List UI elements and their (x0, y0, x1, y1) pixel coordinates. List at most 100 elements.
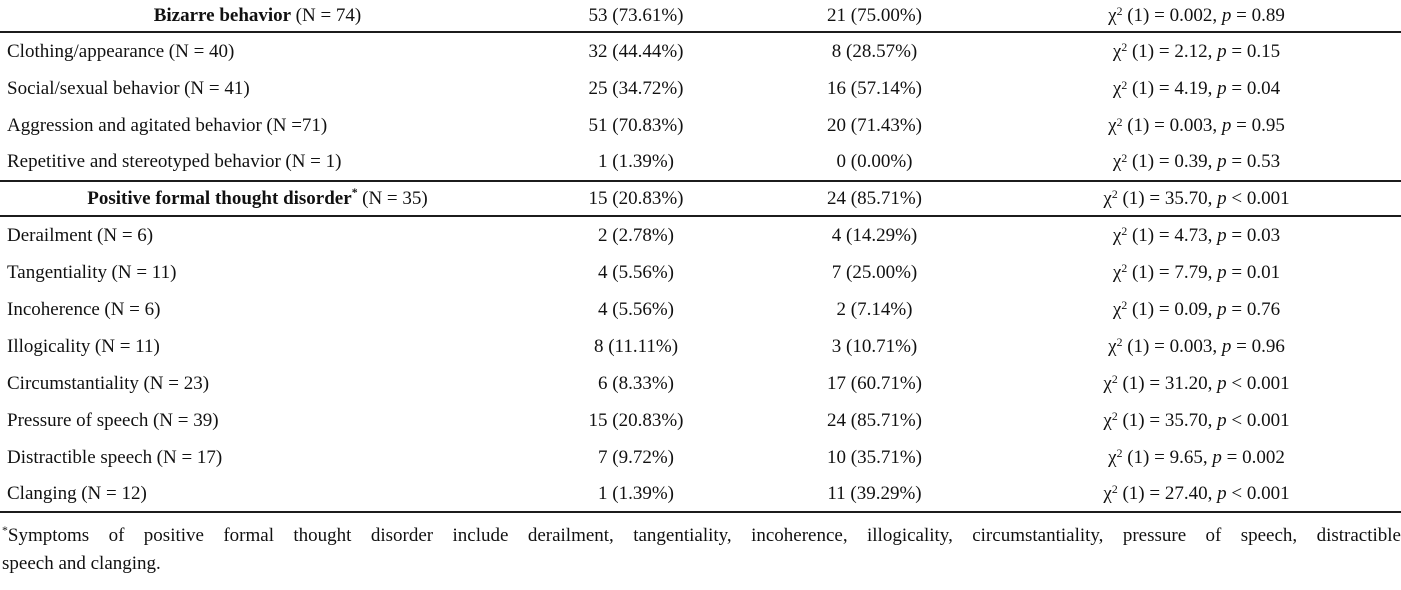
group1-value-cell: 15 (20.83%) (588, 409, 684, 431)
statistic-cell: χ2 (1) = 0.003, p = 0.95 (992, 115, 1401, 137)
chi-exponent: 2 (1116, 336, 1123, 350)
p-value: = 0.01 (1226, 261, 1281, 283)
p-label: p (1221, 115, 1232, 137)
p-value: = 0.96 (1231, 335, 1285, 357)
group2-value-cell: 24 (85.71%) (827, 187, 922, 209)
p-value: = 0.95 (1231, 115, 1285, 137)
sample-size: (N = 41) (184, 77, 250, 99)
footnote-line-1: *Symptoms of positive formal thought dis… (2, 522, 1401, 550)
symptom-cell: Bizarre behavior (N = 74) (0, 5, 515, 27)
chi-symbol: χ (1112, 151, 1122, 173)
sample-size: (N = 23) (143, 372, 210, 394)
symptom-cell: Derailment (N = 6) (0, 225, 515, 247)
symptom-label: Pressure of speech (7, 409, 149, 431)
chi-statistic: (1) = 0.002, (1122, 4, 1222, 26)
statistic-cell: χ2 (1) = 35.70, p < 0.001 (992, 188, 1401, 210)
chi-statistic: (1) = 9.65, (1122, 446, 1213, 468)
statistic-cell: χ2 (1) = 0.002, p = 0.89 (992, 5, 1401, 27)
group2-value-cell: 11 (39.29%) (827, 482, 922, 504)
chi-exponent: 2 (1116, 5, 1123, 19)
group1-value-cell: 53 (73.61%) (588, 4, 684, 26)
statistic-cell: χ2 (1) = 27.40, p < 0.001 (992, 483, 1401, 505)
group1-value-cell: 32 (44.44%) (588, 40, 684, 62)
sample-size: (N = 40) (168, 40, 235, 62)
chi-symbol: χ (1112, 40, 1122, 62)
table-row: Incoherence (N = 6) 4 (5.56%) 2 (7.14%) χ2 (… (0, 291, 1401, 328)
sample-size: (N = 35) (362, 187, 428, 209)
chi-symbol: χ (1103, 482, 1112, 504)
symptom-cell: Illogicality (N = 11) (0, 336, 515, 358)
statistics-table: Bizarre behavior (N = 74) 53 (73.61%) 21 (7… (0, 4, 1401, 513)
symptom-label: Derailment (7, 224, 93, 246)
chi-exponent: 2 (1116, 115, 1123, 129)
chi-exponent: 2 (1111, 483, 1118, 497)
chi-exponent: 2 (1121, 225, 1128, 239)
p-value: = 0.15 (1226, 40, 1281, 62)
p-label: p (1221, 4, 1232, 26)
chi-exponent: 2 (1116, 447, 1123, 461)
group1-value-cell: 7 (9.72%) (598, 446, 674, 468)
chi-exponent: 2 (1111, 188, 1118, 202)
group2-value-cell: 7 (25.00%) (831, 261, 918, 283)
chi-exponent: 2 (1121, 152, 1128, 166)
chi-statistic: (1) = 7.79, (1127, 261, 1218, 283)
chi-statistic: (1) = 27.40, (1117, 482, 1218, 504)
group2-value-cell: 4 (14.29%) (831, 224, 918, 246)
symptom-label: Bizarre behavior (153, 4, 292, 26)
table-footnote: *Symptoms of positive formal thought dis… (0, 522, 1401, 578)
symptom-cell: Tangentiality (N = 11) (0, 262, 515, 284)
p-value: = 0.04 (1226, 77, 1281, 99)
symptom-cell: Positive formal thought disorder* (N = 35… (0, 187, 515, 210)
statistic-cell: χ2 (1) = 4.73, p = 0.03 (992, 225, 1401, 247)
symptom-cell: Clothing/appearance (N = 40) (0, 41, 515, 63)
group2-value-cell: 21 (75.00%) (827, 4, 922, 26)
chi-statistic: (1) = 0.003, (1122, 335, 1222, 357)
table-row: Illogicality (N = 11) 8 (11.11%) 3 (10.71%)… (0, 328, 1401, 365)
chi-statistic: (1) = 0.09, (1127, 298, 1218, 320)
chi-statistic: (1) = 4.19, (1127, 77, 1218, 99)
p-label: p (1217, 298, 1227, 320)
group1-value-cell: 1 (1.39%) (598, 482, 674, 504)
symptom-label: Circumstantiality (7, 372, 139, 394)
table-row: Pressure of speech (N = 39) 15 (20.83%) 24 … (0, 402, 1401, 439)
table-row: Distractible speech (N = 17) 7 (9.72%) 10 (… (0, 439, 1401, 476)
statistic-cell: χ2 (1) = 35.70, p < 0.001 (992, 410, 1401, 432)
chi-exponent: 2 (1121, 78, 1128, 92)
statistic-cell: χ2 (1) = 7.79, p = 0.01 (992, 262, 1401, 284)
group2-value-cell: 3 (10.71%) (831, 335, 918, 357)
chi-exponent: 2 (1121, 41, 1128, 55)
group1-value-cell: 51 (70.83%) (588, 115, 684, 137)
chi-statistic: (1) = 2.12, (1127, 40, 1218, 62)
symptom-label: Positive formal thought disorder (87, 187, 352, 209)
footnote-text: Symptoms of positive formal thought diso… (7, 525, 1401, 546)
p-label: p (1217, 77, 1227, 99)
chi-exponent: 2 (1111, 410, 1118, 424)
p-label: p (1217, 151, 1227, 173)
group1-value-cell: 8 (11.11%) (593, 335, 679, 357)
p-value: = 0.53 (1226, 151, 1281, 173)
chi-statistic: (1) = 0.39, (1127, 151, 1218, 173)
paper-table-page: Bizarre behavior (N = 74) 53 (73.61%) 21 (7… (0, 4, 1401, 578)
chi-symbol: χ (1112, 298, 1122, 320)
chi-statistic: (1) = 35.70, (1117, 187, 1218, 209)
chi-symbol: χ (1103, 372, 1112, 394)
symptom-label: Illogicality (7, 335, 91, 357)
p-label: p (1221, 335, 1232, 357)
statistic-cell: χ2 (1) = 31.20, p < 0.001 (992, 373, 1401, 395)
p-value: = 0.76 (1226, 298, 1281, 320)
symptom-label: Distractible speech (7, 446, 153, 468)
group1-value-cell: 4 (5.56%) (598, 261, 674, 283)
group2-value-cell: 0 (0.00%) (836, 151, 913, 173)
table-row: Circumstantiality (N = 23) 6 (8.33%) 17 (60… (0, 365, 1401, 402)
group2-value-cell: 8 (28.57%) (831, 40, 918, 62)
sample-size: (N = 12) (81, 482, 147, 504)
group1-value-cell: 6 (8.33%) (598, 372, 674, 394)
group2-value-cell: 16 (57.14%) (827, 77, 922, 99)
footnote-line-2: speech and clanging. (2, 553, 161, 574)
p-label: p (1217, 224, 1227, 246)
sample-size: (N = 6) (97, 224, 154, 246)
footnote-asterisk: * (2, 523, 8, 537)
p-value: = 0.89 (1231, 4, 1285, 26)
p-value: < 0.001 (1226, 409, 1290, 431)
chi-symbol: χ (1103, 409, 1112, 431)
